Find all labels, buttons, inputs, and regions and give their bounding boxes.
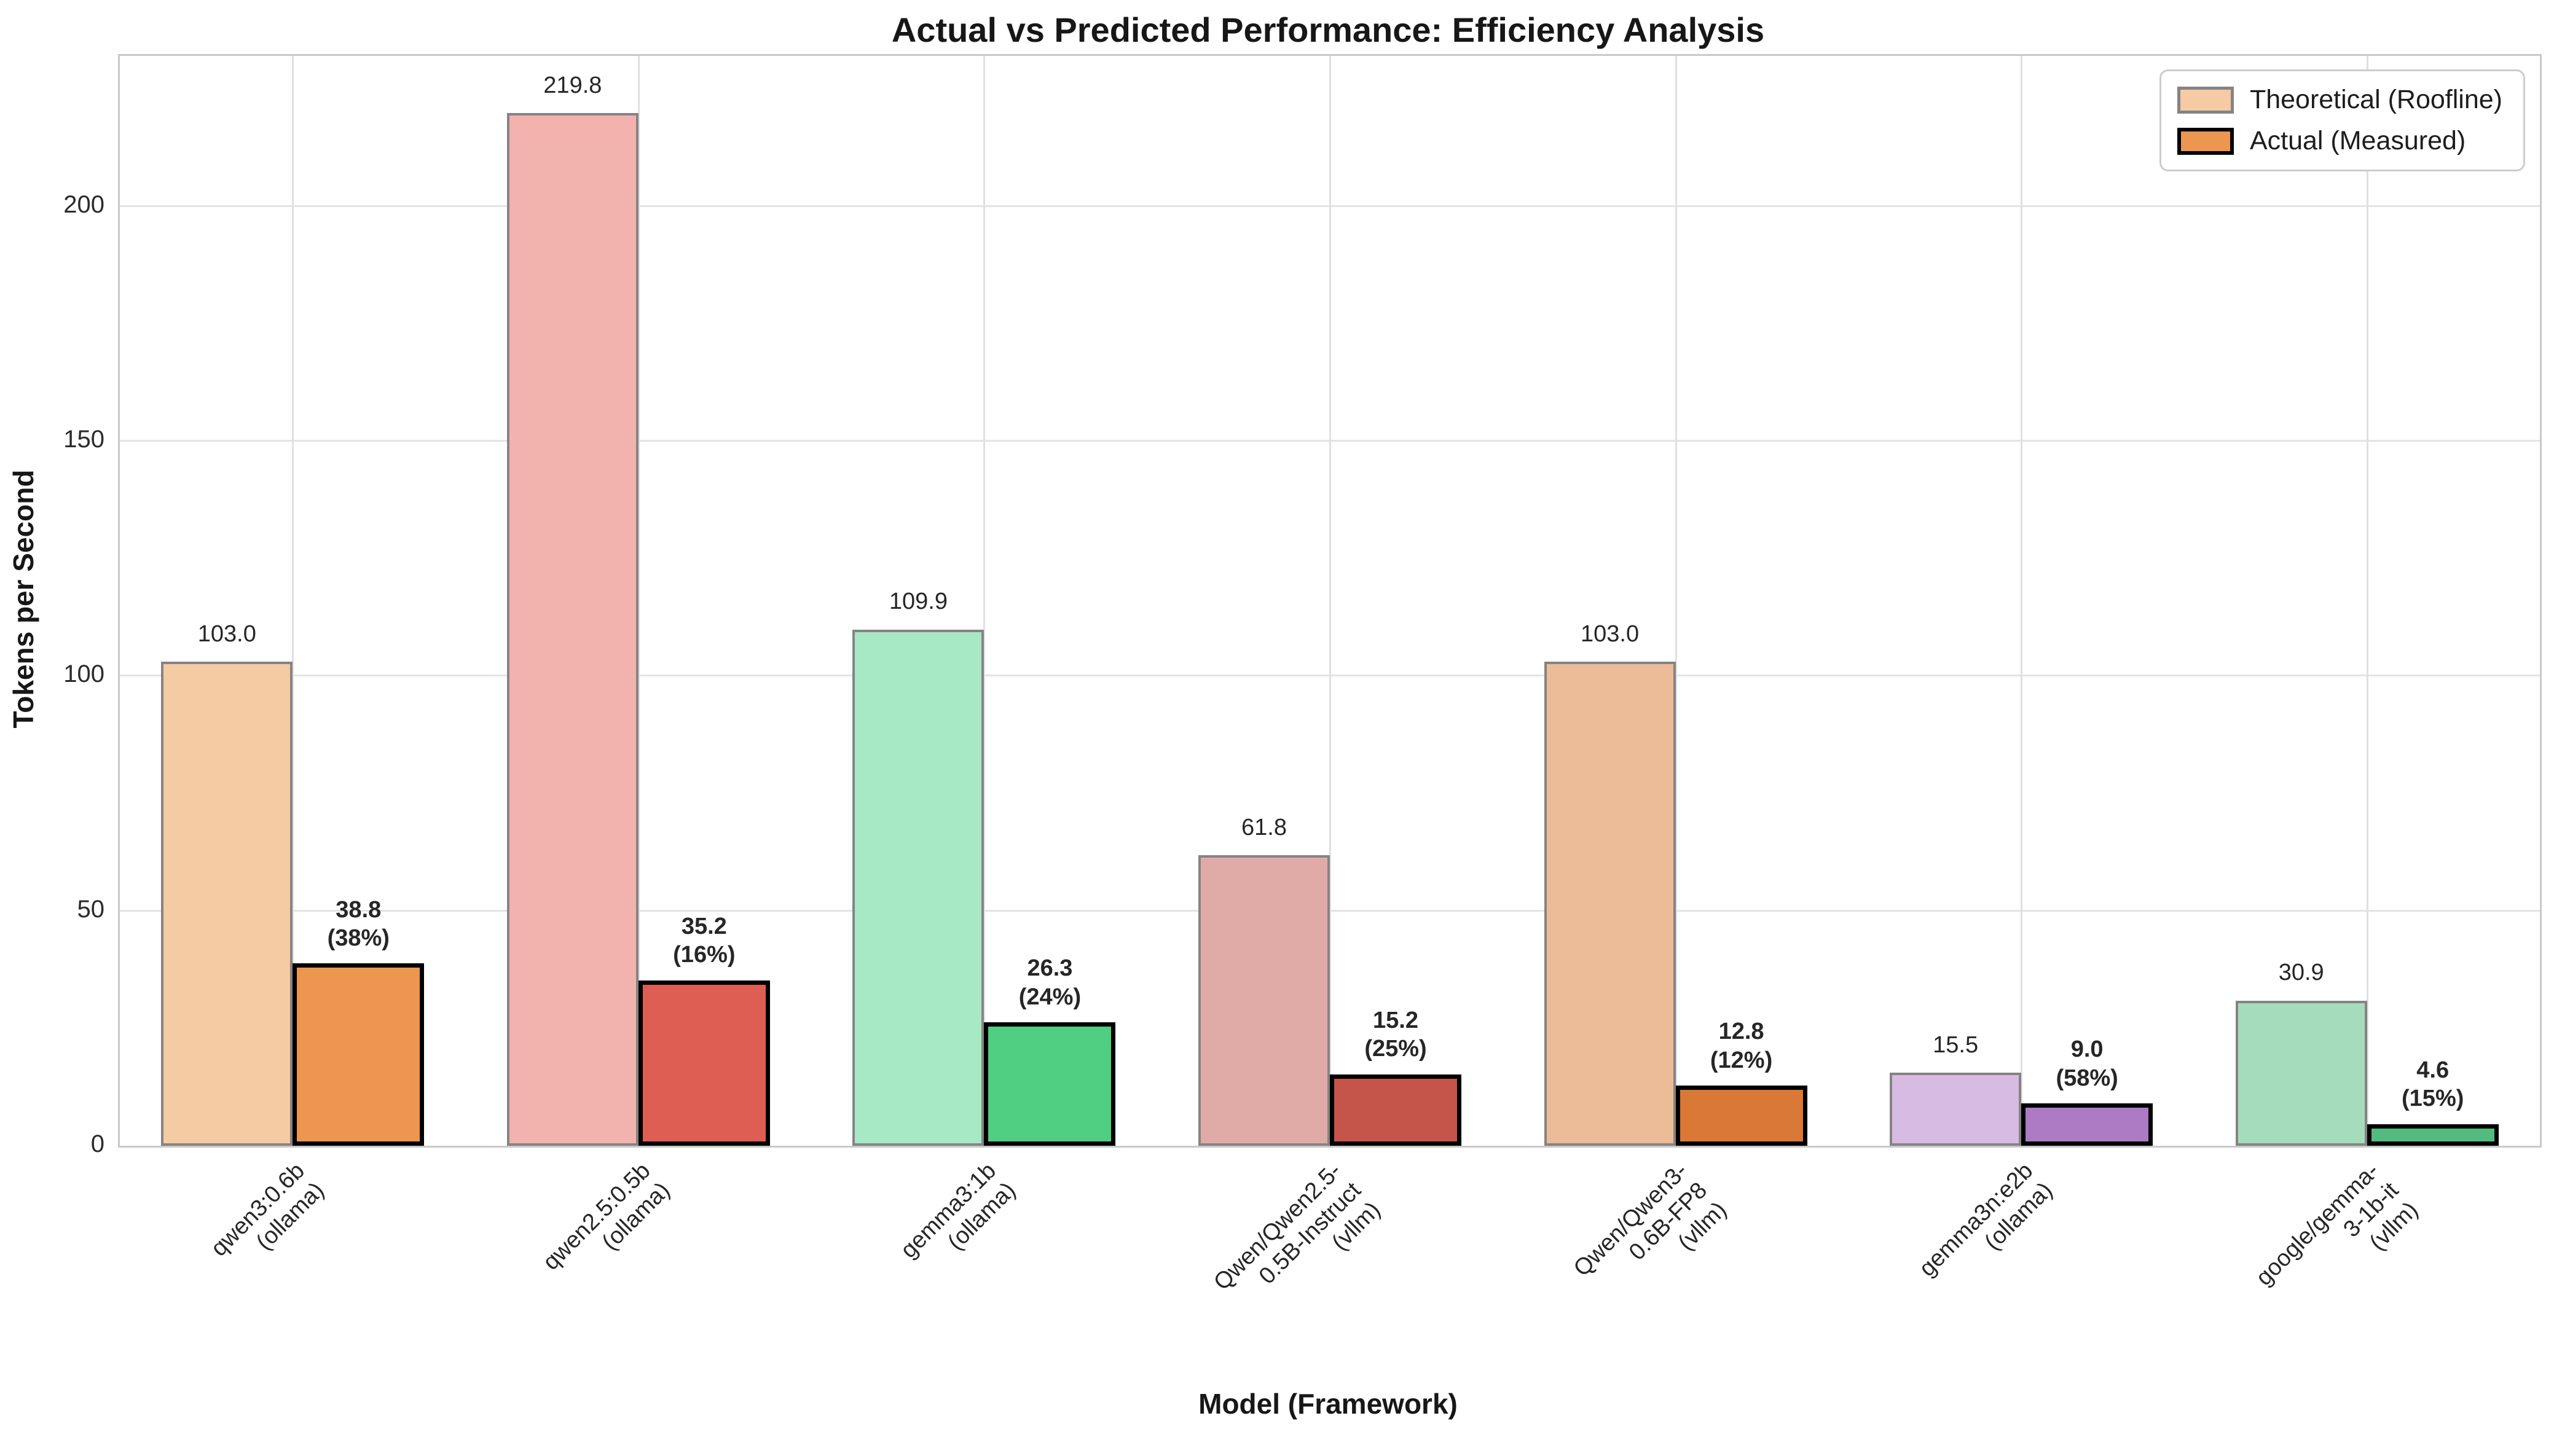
gridline-v-1 — [637, 56, 640, 1146]
theoretical-value-label-0: 103.0 — [197, 621, 256, 648]
y-tick-label-200: 200 — [63, 190, 104, 218]
theoretical-swatch-icon — [2177, 86, 2234, 114]
actual-value-label-5: 9.0 (58%) — [2056, 1036, 2118, 1091]
bar-actual-4 — [1675, 1086, 1807, 1146]
bar-theoretical-5 — [1890, 1073, 2022, 1146]
x-tick-label-3: Qwen/Qwen2.5-0.5B-Instruct (vllm) — [1209, 1157, 1386, 1296]
actual-value-label-2: 26.3 (24%) — [1018, 955, 1082, 1010]
x-tick-label-0: qwen3:0.6b (ollama) — [206, 1157, 329, 1262]
x-tick-label-4: Qwen/Qwen3-0.6B-FP8 (vllm) — [1568, 1157, 1732, 1282]
gridline-v-6 — [2366, 56, 2368, 1146]
bar-actual-6 — [2367, 1124, 2499, 1146]
gridline-v-0 — [292, 56, 294, 1146]
theoretical-value-label-4: 103.0 — [1581, 621, 1640, 648]
x-axis-label: Model (Framework) — [1198, 1388, 1458, 1420]
theoretical-value-label-1: 219.8 — [543, 72, 602, 98]
bar-actual-0 — [293, 963, 425, 1146]
plot-area: Theoretical (Roofline) Actual (Measured)… — [118, 54, 2542, 1148]
legend-row-actual: Actual (Measured) — [2177, 126, 2502, 156]
gridline-v-4 — [1675, 56, 1677, 1146]
x-tick-label-5: gemma3n:e2b (ollama) — [1914, 1157, 2058, 1282]
bar-theoretical-4 — [1544, 662, 1676, 1146]
bar-actual-2 — [984, 1022, 1116, 1146]
bar-actual-3 — [1330, 1074, 1461, 1146]
bar-theoretical-2 — [852, 629, 984, 1146]
chart-title: Actual vs Predicted Performance: Efficie… — [891, 10, 1765, 49]
bar-actual-5 — [2021, 1103, 2153, 1146]
legend-label-theoretical: Theoretical (Roofline) — [2249, 85, 2502, 114]
gridline-v-3 — [1329, 56, 1331, 1146]
actual-value-label-6: 4.6 (15%) — [2402, 1057, 2464, 1112]
actual-value-label-1: 35.2 (16%) — [673, 914, 736, 968]
bar-actual-1 — [638, 980, 770, 1146]
y-tick-label-100: 100 — [63, 660, 104, 688]
theoretical-value-label-6: 30.9 — [2278, 960, 2324, 986]
x-tick-label-2: gemma3:1b (ollama) — [895, 1157, 1021, 1264]
bar-theoretical-6 — [2235, 1000, 2367, 1146]
actual-value-label-3: 15.2 (25%) — [1364, 1008, 1427, 1062]
y-tick-label-50: 50 — [77, 895, 105, 923]
x-tick-label-1: qwen2.5:0.5b (ollama) — [538, 1157, 675, 1275]
bar-theoretical-3 — [1198, 855, 1330, 1146]
y-axis-label: Tokens per Second — [7, 469, 39, 729]
legend: Theoretical (Roofline) Actual (Measured) — [2159, 69, 2525, 171]
bar-theoretical-1 — [506, 113, 639, 1146]
gridline-v-2 — [983, 56, 986, 1146]
theoretical-value-label-3: 61.8 — [1241, 815, 1287, 841]
bar-theoretical-0 — [161, 662, 293, 1146]
theoretical-value-label-2: 109.9 — [889, 589, 948, 615]
actual-value-label-0: 38.8 (38%) — [327, 896, 390, 951]
legend-label-actual: Actual (Measured) — [2249, 126, 2466, 155]
actual-swatch-icon — [2177, 127, 2234, 155]
actual-value-label-4: 12.8 (12%) — [1710, 1019, 1773, 1073]
y-tick-label-0: 0 — [90, 1130, 104, 1157]
x-tick-label-6: google/gemma-3-1b-it (vllm) — [2250, 1157, 2423, 1291]
legend-row-theoretical: Theoretical (Roofline) — [2177, 85, 2502, 115]
y-tick-label-150: 150 — [63, 426, 104, 453]
gridline-v-5 — [2021, 56, 2023, 1146]
theoretical-value-label-5: 15.5 — [1933, 1032, 1979, 1059]
